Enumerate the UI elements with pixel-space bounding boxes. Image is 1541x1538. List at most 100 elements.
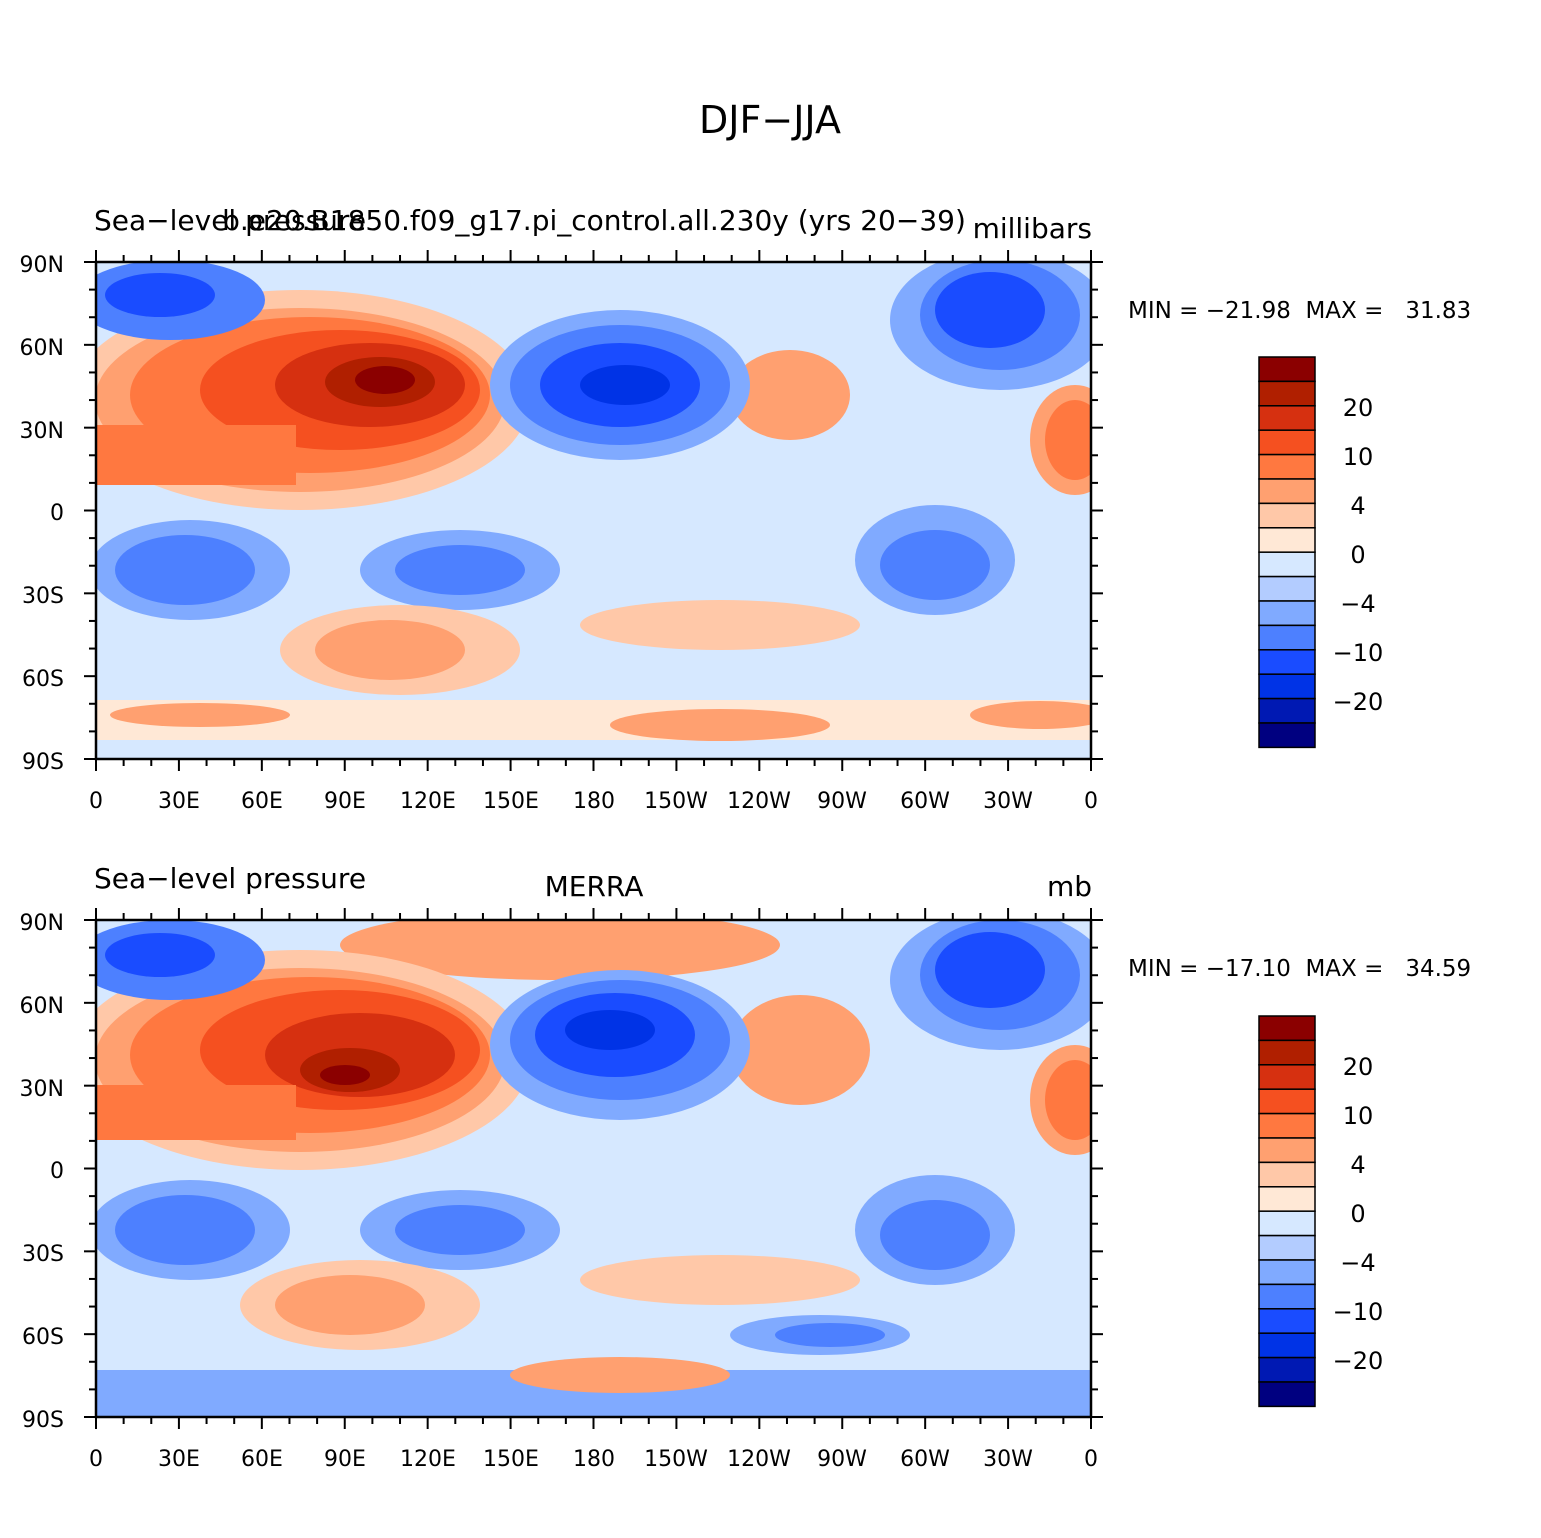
panel-merra: Sea−level pressure MERRA mb bbox=[20, 862, 1472, 1472]
lon-label: 150E bbox=[483, 1447, 539, 1472]
lat-label: 30N bbox=[20, 419, 64, 444]
lon-label: 120W bbox=[727, 789, 791, 814]
colorbar-swatch bbox=[1258, 1137, 1316, 1164]
min-max-stats: MIN = −21.98 MAX = 31.83 bbox=[1128, 298, 1471, 324]
colorbar-swatch bbox=[1258, 1088, 1316, 1115]
colorbar-swatch bbox=[1258, 1381, 1316, 1408]
colorbar-label: 0 bbox=[1350, 1200, 1365, 1228]
colorbar-swatch bbox=[1258, 1186, 1316, 1212]
lon-label: 0 bbox=[89, 1447, 103, 1472]
colorbar-swatch bbox=[1258, 478, 1316, 505]
colorbar-swatch bbox=[1258, 1161, 1316, 1188]
lat-label: 60S bbox=[22, 667, 64, 692]
lon-label: 60E bbox=[241, 789, 283, 814]
colorbar-label: 4 bbox=[1350, 1151, 1365, 1179]
colorbar-swatch bbox=[1258, 356, 1316, 383]
colorbar-swatch bbox=[1258, 380, 1316, 407]
lon-label: 120E bbox=[400, 789, 456, 814]
colorbar-swatch bbox=[1258, 649, 1316, 675]
colorbar-swatch bbox=[1258, 405, 1316, 431]
lon-label: 0 bbox=[1084, 789, 1098, 814]
lat-label: 30S bbox=[22, 584, 64, 609]
colorbar-swatch bbox=[1258, 1112, 1316, 1139]
colorbar-swatch bbox=[1258, 722, 1316, 749]
panel-center-title: MERRA bbox=[545, 870, 644, 903]
lon-label: 30E bbox=[158, 1447, 200, 1472]
colorbar-swatch bbox=[1258, 429, 1316, 456]
lon-label: 90E bbox=[324, 789, 366, 814]
colorbar-swatch bbox=[1258, 527, 1316, 553]
lat-label: 90N bbox=[20, 253, 64, 278]
colorbar-swatch bbox=[1258, 1015, 1316, 1042]
lon-label: 120W bbox=[727, 1447, 791, 1472]
lon-label: 150W bbox=[644, 789, 708, 814]
lon-label: 90W bbox=[817, 789, 867, 814]
lat-tick-labels: 90N 60N 30N 0 30S 60S 90S bbox=[20, 911, 64, 1433]
colorbar-label: 0 bbox=[1350, 541, 1365, 569]
colorbar-label: 20 bbox=[1343, 394, 1374, 422]
lon-label: 0 bbox=[1084, 1447, 1098, 1472]
colorbar-swatch bbox=[1258, 1039, 1316, 1066]
colorbar-label: 10 bbox=[1343, 1102, 1374, 1130]
colorbar-label: −20 bbox=[1333, 688, 1384, 716]
lat-label: 0 bbox=[50, 1159, 64, 1184]
colorbar-swatch bbox=[1258, 624, 1316, 651]
lon-label: 90W bbox=[817, 1447, 867, 1472]
lon-tick-labels: 0 30E 60E 90E 120E 150E 180 150W 120W 90… bbox=[89, 1447, 1098, 1472]
colorbar-labels: 20 10 4 0 −4 −10 −20 bbox=[1333, 394, 1384, 716]
colorbar-label: −4 bbox=[1340, 590, 1375, 618]
lon-label: 60E bbox=[241, 1447, 283, 1472]
panel-left-title: Sea−level pressure bbox=[94, 862, 366, 895]
panel-units: mb bbox=[1047, 870, 1092, 903]
colorbar-swatch bbox=[1258, 575, 1316, 602]
lon-label: 60W bbox=[900, 789, 950, 814]
colorbar-swatch bbox=[1258, 1210, 1316, 1237]
lat-label: 90S bbox=[22, 750, 64, 775]
colorbar-label: 10 bbox=[1343, 443, 1374, 471]
lon-label: 180 bbox=[573, 789, 615, 814]
lon-label: 60W bbox=[900, 1447, 950, 1472]
colorbar bbox=[1258, 1015, 1316, 1408]
colorbar-swatch bbox=[1258, 673, 1316, 700]
lon-label: 0 bbox=[89, 789, 103, 814]
lon-label: 180 bbox=[573, 1447, 615, 1472]
colorbar-label: −10 bbox=[1333, 639, 1384, 667]
colorbar-labels: 20 10 4 0 −4 −10 −20 bbox=[1333, 1053, 1384, 1375]
lon-label: 90E bbox=[324, 1447, 366, 1472]
lat-label: 30S bbox=[22, 1242, 64, 1267]
panel-model: Sea−level pressure b.e20.B1850.f09_g17.p… bbox=[20, 204, 1472, 814]
colorbar-label: −4 bbox=[1340, 1249, 1375, 1277]
colorbar-swatch bbox=[1258, 1283, 1316, 1310]
colorbar-label: −20 bbox=[1333, 1347, 1384, 1375]
min-max-stats: MIN = −17.10 MAX = 34.59 bbox=[1128, 956, 1471, 982]
lon-tick-labels: 0 30E 60E 90E 120E 150E 180 150W 120W 90… bbox=[89, 789, 1098, 814]
colorbar-swatch bbox=[1258, 551, 1316, 578]
lon-label: 30W bbox=[983, 789, 1033, 814]
colorbar-swatch bbox=[1258, 453, 1316, 480]
lat-label: 90N bbox=[20, 911, 64, 936]
panel-left-title: Sea−level pressure bbox=[94, 204, 366, 237]
colorbar-swatch bbox=[1258, 1259, 1316, 1286]
panel-center-title: b.e20.B1850.f09_g17.pi_control.all.230y … bbox=[222, 204, 966, 237]
lon-label: 120E bbox=[400, 1447, 456, 1472]
slp-contour-field bbox=[96, 920, 1091, 1417]
lat-label: 0 bbox=[50, 501, 64, 526]
lat-label: 60S bbox=[22, 1325, 64, 1350]
colorbar-label: 20 bbox=[1343, 1053, 1374, 1081]
colorbar-swatch bbox=[1258, 600, 1316, 627]
lat-tick-labels: 90N 60N 30N 0 30S 60S 90S bbox=[20, 253, 64, 775]
colorbar-swatch bbox=[1258, 1332, 1316, 1359]
colorbar-label: −10 bbox=[1333, 1298, 1384, 1326]
lon-label: 150W bbox=[644, 1447, 708, 1472]
lat-label: 60N bbox=[20, 336, 64, 361]
lon-label: 150E bbox=[483, 789, 539, 814]
lon-label: 30E bbox=[158, 789, 200, 814]
colorbar-swatch bbox=[1258, 1234, 1316, 1261]
lat-label: 90S bbox=[22, 1408, 64, 1433]
lon-label: 30W bbox=[983, 1447, 1033, 1472]
colorbar-swatch bbox=[1258, 502, 1316, 529]
lat-label: 60N bbox=[20, 994, 64, 1019]
panel-units: millibars bbox=[973, 212, 1092, 245]
slp-contour-field bbox=[96, 262, 1091, 759]
lat-label: 30N bbox=[20, 1077, 64, 1102]
